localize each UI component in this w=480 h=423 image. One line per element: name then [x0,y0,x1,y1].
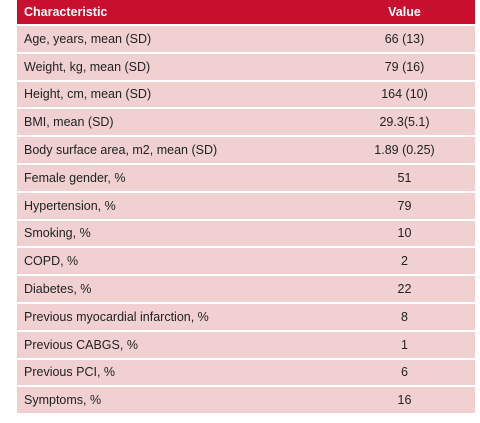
table-row: Previous CABGS, % 1 [17,329,475,359]
table-row: Weight, kg, mean (SD) 79 (16) [17,51,475,81]
row-value: 10 [334,218,475,248]
row-value: 29.3(5.1) [334,107,475,137]
row-label: Smoking, % [17,218,334,248]
table-row: BMI, mean (SD) 29.3(5.1) [17,107,475,137]
row-value: 164 (10) [334,79,475,109]
table-row: Body surface area, m2, mean (SD) 1.89 (0… [17,135,475,164]
characteristics-table: Characteristic Value Age, years, mean (S… [17,0,475,414]
row-label: Diabetes, % [17,274,334,303]
table-row: Hypertension, % 79 [17,190,475,220]
row-value: 66 (13) [334,24,475,53]
row-label: Height, cm, mean (SD) [17,79,334,109]
row-label: COPD, % [17,246,334,276]
row-label: Hypertension, % [17,190,334,220]
table-row: Smoking, % 10 [17,218,475,248]
characteristics-table-container: Characteristic Value Age, years, mean (S… [17,0,475,414]
row-label: BMI, mean (SD) [17,107,334,137]
row-label: Symptoms, % [17,385,334,414]
header-characteristic: Characteristic [17,0,334,25]
table-row: Diabetes, % 22 [17,274,475,303]
table-header-row: Characteristic Value [17,0,475,25]
table-row: Previous myocardial infarction, % 8 [17,301,475,331]
row-value: 16 [334,385,475,414]
table-row: Female gender, % 51 [17,162,475,192]
header-value: Value [334,0,475,25]
table-row: Symptoms, % 16 [17,385,475,414]
table-row: Age, years, mean (SD) 66 (13) [17,24,475,53]
table-row: COPD, % 2 [17,246,475,276]
row-label: Weight, kg, mean (SD) [17,51,334,81]
row-value: 6 [334,357,475,387]
row-label: Body surface area, m2, mean (SD) [17,135,334,164]
row-label: Age, years, mean (SD) [17,24,334,53]
row-value: 79 (16) [334,51,475,81]
row-value: 51 [334,162,475,192]
row-value: 8 [334,301,475,331]
row-value: 22 [334,274,475,303]
row-label: Previous myocardial infarction, % [17,301,334,331]
table-row: Previous PCI, % 6 [17,357,475,387]
row-value: 1 [334,329,475,359]
row-value: 1.89 (0.25) [334,135,475,164]
row-value: 79 [334,190,475,220]
row-value: 2 [334,246,475,276]
row-label: Previous CABGS, % [17,329,334,359]
table-row: Height, cm, mean (SD) 164 (10) [17,79,475,109]
row-label: Female gender, % [17,162,334,192]
row-label: Previous PCI, % [17,357,334,387]
